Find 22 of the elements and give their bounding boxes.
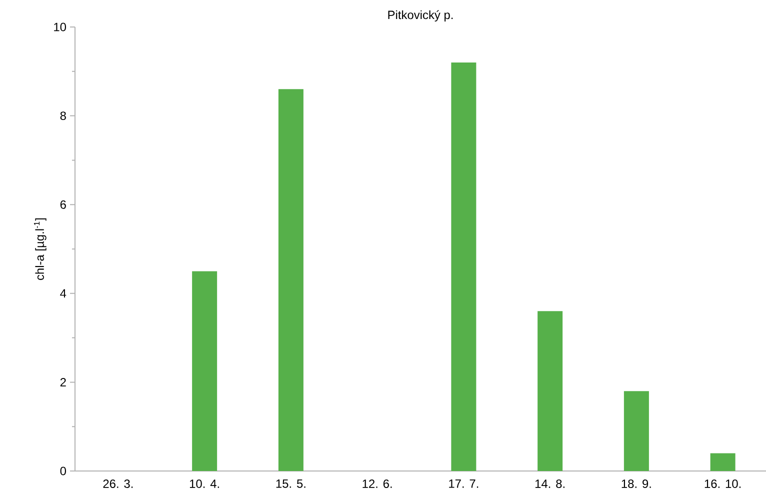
chart-title: Pitkovický p. [388,10,453,22]
bar [278,89,304,471]
bar [710,453,736,471]
y-tick-label: 2 [60,378,66,386]
y-tick-label: 10 [54,22,66,32]
bar [451,62,476,471]
x-tick-label: 16. 10. [704,480,741,488]
x-tick-label: 15. 5. [276,480,306,488]
bar [192,271,218,471]
x-tick-label: 14. 8. [535,480,564,488]
x-tick-label: 10. 4. [190,480,219,488]
bar [538,311,563,471]
x-tick-label: 26. 3. [103,480,133,488]
y-tick-label: 8 [60,112,66,120]
y-axis-title: chl-a [µg.l$^{-1}$] [34,218,46,280]
x-tick-label: 17. 7. [449,480,478,488]
bar [624,391,649,471]
x-tick-label: 12. 6. [362,480,392,488]
y-tick-label: 6 [60,200,66,209]
y-tick-label: 0 [60,466,66,476]
x-tick-label: 18. 9. [622,480,651,488]
y-tick-label: 4 [60,289,66,298]
